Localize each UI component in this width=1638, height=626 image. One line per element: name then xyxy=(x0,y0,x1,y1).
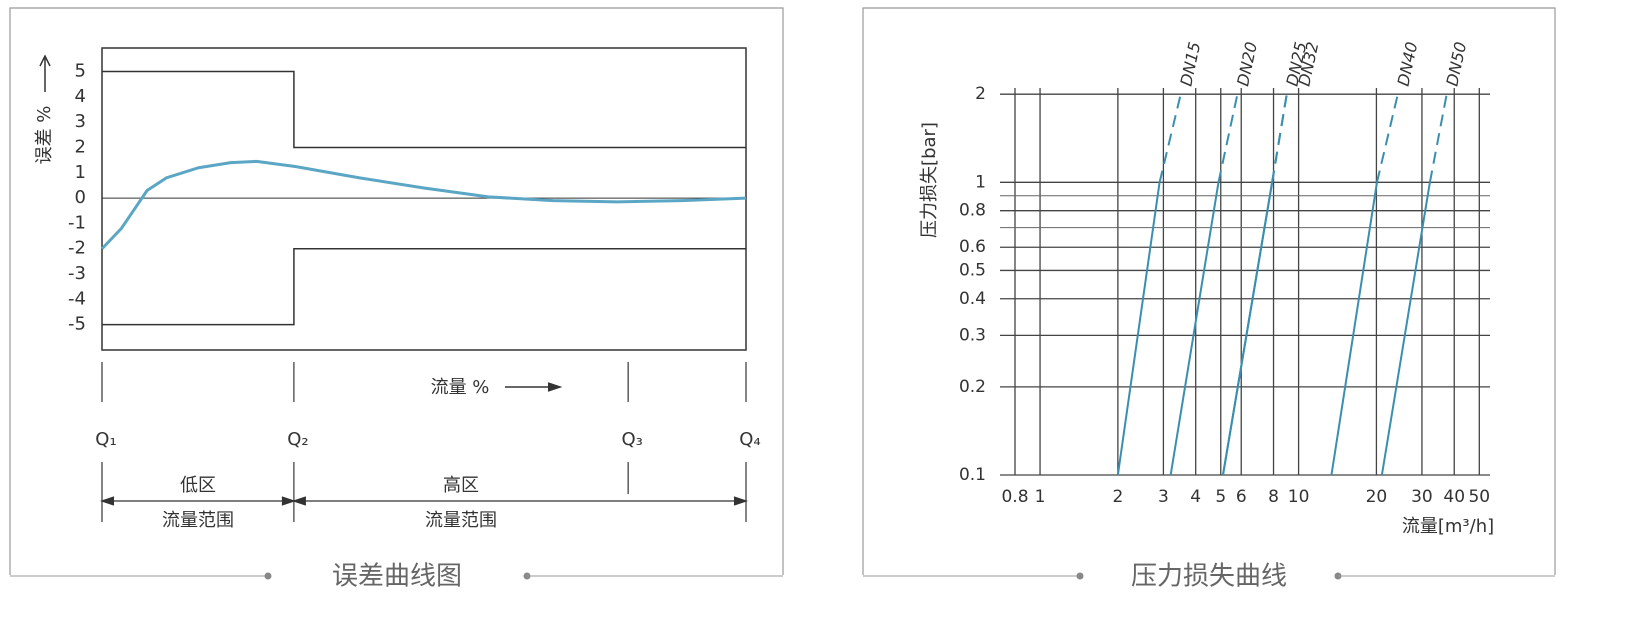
y-tick-label: 1 xyxy=(75,162,86,183)
series-line xyxy=(1158,93,1182,183)
y-tick-label: 2 xyxy=(75,136,86,157)
y-tick-label: -1 xyxy=(68,212,86,233)
caption-dot xyxy=(264,572,272,580)
zone-arrow xyxy=(99,496,296,506)
y-tick-label: 0.8 xyxy=(959,201,986,221)
caption-dot xyxy=(1076,572,1084,580)
series-label: DN15 xyxy=(1176,40,1204,88)
axis-arrow xyxy=(505,382,563,392)
y-tick-label: 2 xyxy=(975,84,986,104)
series-label: DN20 xyxy=(1233,40,1261,88)
x-tick-label: 0.8 xyxy=(1001,487,1028,507)
x-tick-label: Q₁ xyxy=(95,429,116,450)
y-tick-label: 0.5 xyxy=(959,260,986,280)
y-axis-label: 误差 % xyxy=(34,106,55,165)
x-tick-label: 50 xyxy=(1468,487,1490,507)
x-tick-label: 3 xyxy=(1158,487,1169,507)
series-line xyxy=(1376,93,1399,183)
series-line xyxy=(1380,182,1431,476)
x-tick-label: 2 xyxy=(1112,487,1123,507)
x-tick-label: 30 xyxy=(1411,487,1433,507)
y-tick-label: 0.4 xyxy=(959,289,986,309)
zone-label: 低区 xyxy=(180,475,216,496)
series-line xyxy=(102,247,746,326)
x-tick-label: 5 xyxy=(1215,487,1226,507)
x-tick-label: Q₄ xyxy=(739,429,760,450)
y-tick-label: 4 xyxy=(75,86,86,107)
y-tick-label: 0.1 xyxy=(959,465,986,485)
series-line xyxy=(102,70,746,149)
series-label: DN40 xyxy=(1394,40,1422,88)
y-tick-label: -3 xyxy=(68,263,86,284)
y-tick-label: 0.2 xyxy=(959,377,986,397)
plot-frame xyxy=(101,47,747,351)
y-tick-label: 3 xyxy=(75,111,86,132)
chart-title: 误差曲线图 xyxy=(332,562,462,592)
x-tick-label: 4 xyxy=(1190,487,1201,507)
zone-sublabel: 流量范围 xyxy=(162,510,234,531)
series-line xyxy=(1221,182,1274,476)
x-tick-label: Q₂ xyxy=(287,429,308,450)
y-tick-label: 0.3 xyxy=(959,325,986,345)
x-tick-label: 20 xyxy=(1366,487,1388,507)
y-tick-label: 0 xyxy=(75,187,86,208)
right-frame xyxy=(862,7,1556,575)
left-frame xyxy=(9,7,784,575)
series-line xyxy=(1271,94,1288,183)
axis-arrow xyxy=(39,54,51,92)
y-tick-label: 0.6 xyxy=(959,237,986,257)
series-line xyxy=(1217,93,1239,183)
chart-title: 压力损失曲线 xyxy=(1131,562,1287,592)
y-tick-label: -5 xyxy=(68,314,86,335)
x-axis-label: 流量 % xyxy=(431,377,490,398)
y-tick-label: 5 xyxy=(75,61,86,82)
x-tick-label: 40 xyxy=(1443,487,1465,507)
zone-label: 高区 xyxy=(443,475,479,496)
series-label: DN50 xyxy=(1442,40,1470,88)
series-line xyxy=(1116,182,1161,476)
x-tick-label: Q₃ xyxy=(621,429,642,450)
x-tick-label: 1 xyxy=(1035,487,1046,507)
y-tick-label: -2 xyxy=(68,238,86,259)
y-tick-label: 1 xyxy=(975,172,986,192)
x-tick-label: 8 xyxy=(1268,487,1279,507)
series-line xyxy=(100,159,747,250)
series-line xyxy=(1169,182,1220,476)
series-line xyxy=(1330,182,1378,476)
zone-arrow xyxy=(291,496,749,506)
series-line xyxy=(1428,94,1448,183)
x-tick-label: 6 xyxy=(1236,487,1247,507)
x-tick-label: 10 xyxy=(1288,487,1310,507)
y-axis-label: 压力损失[bar] xyxy=(919,122,940,238)
zone-sublabel: 流量范围 xyxy=(425,510,497,531)
x-axis-label: 流量[m³/h] xyxy=(1402,516,1494,537)
y-tick-label: -4 xyxy=(68,288,86,309)
